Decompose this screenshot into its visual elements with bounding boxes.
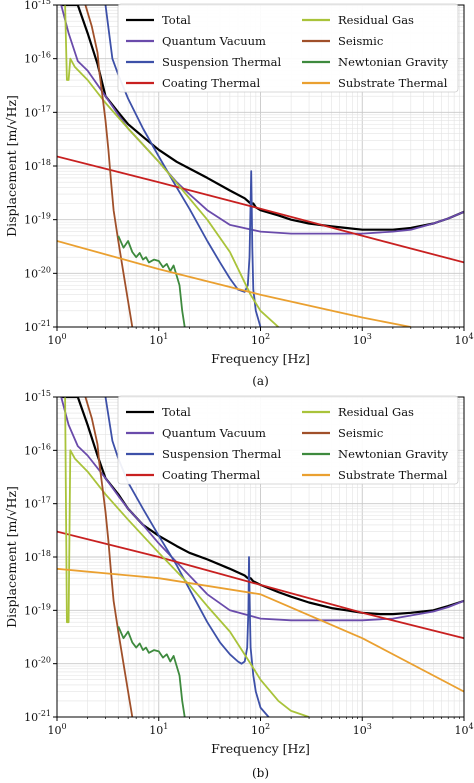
chart-panel-b: 100 101 102 103 104 10-21 10-20 10-19 10-18 10-17… <box>4 389 474 780</box>
y-tick-label: 10-17 <box>24 496 51 511</box>
legend-label: Seismic <box>338 34 383 48</box>
legend-label: Substrate Thermal <box>338 76 448 90</box>
x-tick-label: 102 <box>251 722 270 737</box>
y-axis-title: Displacement [m/√Hz] <box>4 95 19 237</box>
series-line-residual-gas <box>64 397 310 717</box>
legend-label: Quantum Vacuum <box>162 426 266 440</box>
legend-label: Total <box>162 405 191 419</box>
x-tick-label: 101 <box>149 332 168 347</box>
x-axis-title: Frequency [Hz] <box>211 741 310 756</box>
y-tick-label: 10-15 <box>24 0 51 12</box>
legend-label: Seismic <box>338 426 383 440</box>
legend-label: Coating Thermal <box>162 76 260 90</box>
x-tick-label: 103 <box>353 332 372 347</box>
series-line-substrate-thermal <box>57 567 464 693</box>
series-line-coating-thermal <box>57 155 464 264</box>
legend-label: Residual Gas <box>338 13 414 27</box>
y-tick-label: 10-16 <box>24 51 51 66</box>
x-tick-label: 104 <box>454 332 473 347</box>
x-tick-label: 102 <box>251 332 270 347</box>
legend-label: Coating Thermal <box>162 468 260 482</box>
ticks: 100 101 102 103 104 10-21 10-20 10-19 10-18 10-17… <box>24 0 473 347</box>
y-tick-label: 10-16 <box>24 442 51 457</box>
legend-label: Substrate Thermal <box>338 468 448 482</box>
y-tick-label: 10-18 <box>24 158 51 173</box>
x-tick-label: 103 <box>353 722 372 737</box>
y-axis-title: Displacement [m/√Hz] <box>4 486 19 628</box>
legend-box <box>117 3 459 93</box>
legend-label: Residual Gas <box>338 405 414 419</box>
series-line-suspension-thermal <box>104 397 270 717</box>
series-lines <box>57 397 464 717</box>
y-tick-label: 10-21 <box>24 709 51 724</box>
series-line-seismic <box>84 5 134 327</box>
x-tick-label: 100 <box>47 722 66 737</box>
y-tick-label: 10-18 <box>24 549 51 564</box>
legend-box <box>117 395 459 485</box>
chart-panel-a: 100 101 102 103 104 10-21 10-20 10-19 10-18 10-17… <box>4 0 474 388</box>
y-tick-label: 10-19 <box>24 212 51 227</box>
series-line-seismic <box>84 397 134 717</box>
y-tick-label: 10-20 <box>24 265 51 280</box>
series-line-newtonian-gravity <box>117 626 186 717</box>
series-line-substrate-thermal <box>57 240 411 327</box>
legend: Total Quantum Vacuum Suspension Thermal Coa… <box>117 3 459 93</box>
series-line-quantum-vacuum <box>60 5 464 235</box>
panel-caption: (a) <box>252 374 269 388</box>
legend-label: Newtonian Gravity <box>338 447 449 461</box>
ticks: 100 101 102 103 104 10-21 10-20 10-19 10-18 10-17… <box>24 389 473 737</box>
legend: Total Quantum Vacuum Suspension Thermal Coa… <box>117 395 459 485</box>
series-line-suspension-thermal <box>104 5 262 327</box>
panel-caption: (b) <box>252 766 269 780</box>
series-line-newtonian-gravity <box>117 235 186 327</box>
legend-label: Newtonian Gravity <box>338 55 449 69</box>
x-tick-label: 104 <box>454 722 473 737</box>
y-tick-label: 10-15 <box>24 389 51 404</box>
legend-label: Total <box>162 13 191 27</box>
y-tick-label: 10-17 <box>24 104 51 119</box>
y-tick-label: 10-21 <box>24 319 51 334</box>
x-tick-label: 101 <box>149 722 168 737</box>
y-tick-label: 10-19 <box>24 602 51 617</box>
x-axis-title: Frequency [Hz] <box>211 351 310 366</box>
series-lines <box>57 5 464 327</box>
y-tick-label: 10-20 <box>24 656 51 671</box>
series-line-residual-gas <box>64 5 280 327</box>
series-line-coating-thermal <box>57 530 464 640</box>
legend-label: Quantum Vacuum <box>162 34 266 48</box>
legend-label: Suspension Thermal <box>162 447 281 461</box>
legend-label: Suspension Thermal <box>162 55 281 69</box>
x-tick-label: 100 <box>47 332 66 347</box>
